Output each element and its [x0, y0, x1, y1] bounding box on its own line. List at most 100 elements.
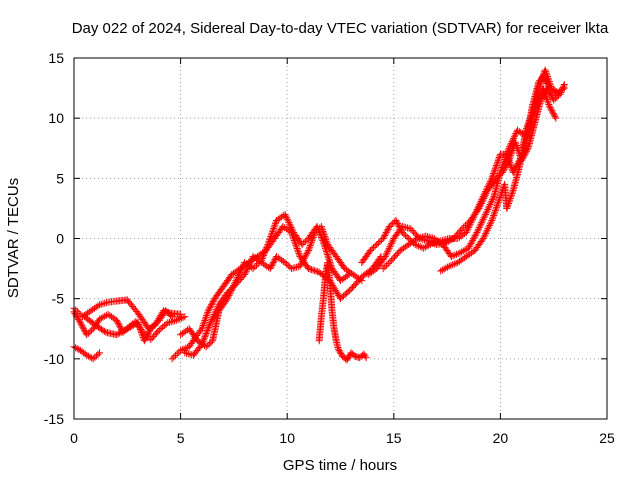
data-point	[470, 233, 478, 241]
data-point	[551, 113, 559, 121]
y-tick-label: -15	[44, 411, 64, 427]
data-point	[368, 245, 376, 253]
data-point	[266, 234, 274, 242]
data-point	[74, 314, 82, 322]
data-point	[267, 231, 275, 239]
data-point	[114, 330, 122, 338]
data-point	[310, 232, 318, 240]
data-point	[543, 71, 551, 79]
data-point	[376, 238, 384, 246]
data-point	[388, 238, 396, 246]
data-point	[336, 348, 344, 356]
data-point	[507, 191, 515, 199]
data-point	[213, 304, 221, 312]
data-point	[202, 331, 210, 339]
x-tick-label: 25	[599, 430, 615, 446]
data-point	[379, 265, 387, 273]
data-point	[380, 233, 388, 241]
data-point	[469, 236, 477, 244]
data-point	[113, 318, 121, 326]
data-point	[384, 248, 392, 256]
data-point	[337, 350, 345, 358]
data-point	[138, 330, 146, 338]
data-point	[524, 121, 532, 129]
data-point	[482, 230, 490, 238]
data-point	[387, 221, 395, 229]
data-point	[305, 247, 313, 255]
data-point	[162, 307, 170, 315]
data-point	[205, 340, 213, 348]
data-point	[117, 328, 125, 336]
data-point	[506, 141, 514, 149]
data-point	[523, 147, 531, 155]
data-point	[173, 350, 181, 358]
data-point	[540, 86, 548, 94]
data-point	[400, 230, 408, 238]
y-tick-label: 0	[56, 231, 64, 247]
data-point	[206, 304, 214, 312]
data-point	[294, 248, 302, 256]
data-point	[461, 222, 469, 230]
data-point	[529, 105, 537, 113]
data-point	[229, 284, 237, 292]
data-point	[224, 289, 232, 297]
data-point	[79, 323, 87, 331]
data-point	[152, 320, 160, 328]
data-point	[554, 89, 562, 97]
data-point	[496, 168, 504, 176]
data-point	[244, 262, 252, 270]
data-point	[285, 219, 293, 227]
data-point	[298, 241, 306, 249]
data-point	[168, 313, 176, 321]
data-point	[402, 231, 410, 239]
data-point	[199, 321, 207, 329]
data-point	[137, 329, 145, 337]
data-point	[535, 92, 543, 100]
data-point	[528, 109, 536, 117]
data-point	[246, 259, 254, 267]
data-point	[147, 325, 155, 333]
data-point	[322, 246, 330, 254]
data-point	[502, 152, 510, 160]
data-point	[464, 244, 472, 252]
data-point	[237, 267, 245, 275]
data-point	[479, 215, 487, 223]
data-point	[504, 147, 512, 155]
data-point	[309, 266, 317, 274]
data-point	[115, 321, 123, 329]
data-point	[480, 214, 488, 222]
data-point	[120, 326, 128, 334]
data-point	[480, 195, 488, 203]
data-point	[205, 323, 213, 331]
data-point	[204, 341, 212, 349]
data-point	[265, 239, 273, 247]
data-point	[371, 242, 379, 250]
data-point	[463, 227, 471, 235]
data-point	[506, 143, 514, 151]
data-point	[546, 104, 554, 112]
data-point	[387, 241, 395, 249]
data-point	[298, 259, 306, 267]
data-point	[392, 251, 400, 259]
data-point	[135, 320, 143, 328]
data-point	[491, 207, 499, 215]
data-point	[201, 315, 209, 323]
data-point	[157, 325, 165, 333]
data-point	[78, 322, 86, 330]
data-point	[374, 239, 382, 247]
data-point	[282, 212, 290, 220]
data-point	[500, 157, 508, 165]
data-point	[481, 193, 489, 201]
data-point	[213, 306, 221, 314]
data-point	[286, 220, 294, 228]
data-point	[295, 249, 303, 257]
data-point	[172, 316, 180, 324]
data-point	[243, 266, 251, 274]
data-point	[281, 210, 289, 218]
data-point	[137, 327, 145, 335]
data-point	[141, 335, 149, 343]
data-point	[286, 222, 294, 230]
data-point	[204, 307, 212, 315]
data-point	[393, 250, 401, 258]
data-point	[393, 218, 401, 226]
